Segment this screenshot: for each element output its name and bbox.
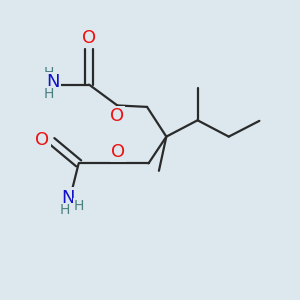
Text: O: O [111, 143, 125, 161]
Text: O: O [110, 107, 124, 125]
Text: N: N [46, 73, 60, 91]
Text: H: H [74, 199, 84, 213]
Text: H: H [59, 203, 70, 217]
Text: H: H [44, 87, 54, 101]
Text: O: O [35, 131, 50, 149]
Text: N: N [61, 189, 75, 207]
Text: O: O [82, 28, 96, 46]
Text: H: H [44, 66, 54, 80]
